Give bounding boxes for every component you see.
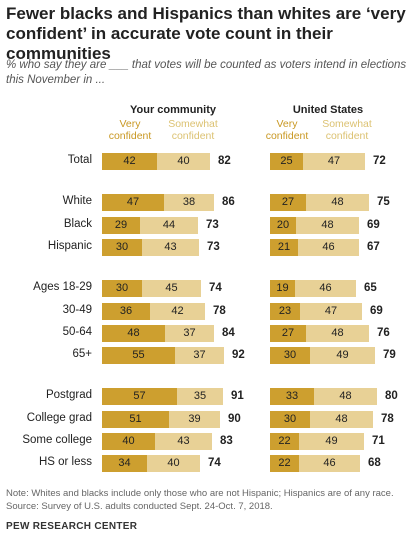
bar-somewhat-confident: 45 xyxy=(142,280,201,298)
chart-note: Note: Whites and blacks include only tho… xyxy=(6,488,394,499)
bar-very-confident: 29 xyxy=(102,216,140,234)
total-label: 82 xyxy=(218,155,231,167)
total-label: 79 xyxy=(383,349,396,362)
chart-title: Fewer blacks and Hispanics than whites a… xyxy=(6,4,406,63)
row-label: College grad xyxy=(26,411,92,424)
bar-very-confident: 33 xyxy=(270,388,314,406)
bar-somewhat-confident: 39 xyxy=(169,410,220,428)
bar-very-confident: 25 xyxy=(270,153,303,170)
total-label: 90 xyxy=(228,412,241,425)
bar-somewhat-confident: 35 xyxy=(177,388,223,406)
total-label: 72 xyxy=(373,155,386,167)
total-label: 67 xyxy=(367,240,380,253)
bar-very-confident: 47 xyxy=(102,194,164,212)
bar-very-confident: 27 xyxy=(270,194,306,212)
total-label: 78 xyxy=(213,304,226,317)
total-label: 73 xyxy=(206,218,219,231)
bar-somewhat-confident: 49 xyxy=(299,433,364,450)
bar-somewhat-confident: 46 xyxy=(298,238,359,256)
bar-somewhat-confident: 48 xyxy=(306,324,369,342)
legend-very-confident-community: Very confident xyxy=(108,118,152,142)
total-label: 73 xyxy=(207,240,220,253)
panel-title-us: United States xyxy=(292,104,364,116)
row-label: White xyxy=(62,195,92,208)
bar-somewhat-confident: 48 xyxy=(296,216,359,234)
bar-very-confident: 22 xyxy=(270,433,299,450)
chart-source: Source: Survey of U.S. adults conducted … xyxy=(6,501,273,512)
bar-very-confident: 55 xyxy=(102,347,175,365)
total-label: 86 xyxy=(222,196,235,209)
row-label: Total xyxy=(67,154,92,166)
bar-somewhat-confident: 48 xyxy=(314,388,377,406)
total-label: 65 xyxy=(364,282,377,295)
bar-somewhat-confident: 44 xyxy=(140,216,198,234)
bar-somewhat-confident: 47 xyxy=(300,302,362,320)
chart-subtitle: % who say they are ___ that votes will b… xyxy=(6,59,407,86)
total-label: 68 xyxy=(368,457,381,470)
bar-very-confident: 22 xyxy=(270,455,299,473)
bar-very-confident: 30 xyxy=(270,410,310,428)
bar-somewhat-confident: 48 xyxy=(306,194,369,212)
row-label: Black xyxy=(63,217,92,230)
total-label: 74 xyxy=(209,282,222,295)
row-label: 65+ xyxy=(72,348,92,361)
total-label: 78 xyxy=(381,412,394,425)
bar-very-confident: 30 xyxy=(102,280,142,298)
bar-very-confident: 21 xyxy=(270,238,298,256)
bar-very-confident: 30 xyxy=(102,238,142,256)
bar-very-confident: 42 xyxy=(102,153,157,170)
bar-very-confident: 40 xyxy=(102,433,155,450)
bar-somewhat-confident: 40 xyxy=(157,153,210,170)
row-label: Some college xyxy=(22,434,92,446)
bar-very-confident: 27 xyxy=(270,324,306,342)
bar-very-confident: 23 xyxy=(270,302,300,320)
bar-very-confident: 19 xyxy=(270,280,295,298)
total-label: 92 xyxy=(232,349,245,362)
total-label: 75 xyxy=(377,196,390,209)
total-label: 80 xyxy=(385,390,398,403)
row-label: 30-49 xyxy=(62,303,92,316)
bar-somewhat-confident: 40 xyxy=(147,455,200,473)
bar-somewhat-confident: 43 xyxy=(142,238,199,256)
legend-somewhat-confident-us: Somewhat confident xyxy=(322,118,372,142)
bar-somewhat-confident: 49 xyxy=(310,347,375,365)
total-label: 84 xyxy=(222,326,235,339)
legend-somewhat-confident-community: Somewhat confident xyxy=(168,118,218,142)
brand-label: PEW RESEARCH CENTER xyxy=(6,521,138,532)
row-label: 50-64 xyxy=(62,325,92,338)
bar-very-confident: 36 xyxy=(102,302,150,320)
bar-somewhat-confident: 37 xyxy=(175,347,224,365)
bar-somewhat-confident: 38 xyxy=(164,194,214,212)
panel-title-community: Your community xyxy=(130,104,216,116)
legend-very-confident-us: Very confident xyxy=(265,118,309,142)
bar-very-confident: 48 xyxy=(102,324,165,342)
bar-very-confident: 34 xyxy=(102,455,147,473)
bar-very-confident: 20 xyxy=(270,216,296,234)
bar-very-confident: 51 xyxy=(102,410,169,428)
bar-very-confident: 30 xyxy=(270,347,310,365)
total-label: 71 xyxy=(372,435,385,447)
row-label: HS or less xyxy=(38,456,92,469)
total-label: 69 xyxy=(370,304,383,317)
row-label: Postgrad xyxy=(45,389,92,402)
bar-somewhat-confident: 46 xyxy=(299,455,360,473)
total-label: 69 xyxy=(367,218,380,231)
bar-somewhat-confident: 48 xyxy=(310,410,373,428)
bar-very-confident: 57 xyxy=(102,388,177,406)
row-label: Ages 18-29 xyxy=(33,281,92,294)
row-label: Hispanic xyxy=(47,239,92,252)
bar-somewhat-confident: 43 xyxy=(155,433,212,450)
total-label: 76 xyxy=(377,326,390,339)
bar-somewhat-confident: 46 xyxy=(295,280,356,298)
total-label: 91 xyxy=(231,390,244,403)
total-label: 83 xyxy=(220,435,233,447)
bar-somewhat-confident: 47 xyxy=(303,153,365,170)
bar-somewhat-confident: 37 xyxy=(165,324,214,342)
bar-somewhat-confident: 42 xyxy=(150,302,205,320)
total-label: 74 xyxy=(208,457,221,470)
